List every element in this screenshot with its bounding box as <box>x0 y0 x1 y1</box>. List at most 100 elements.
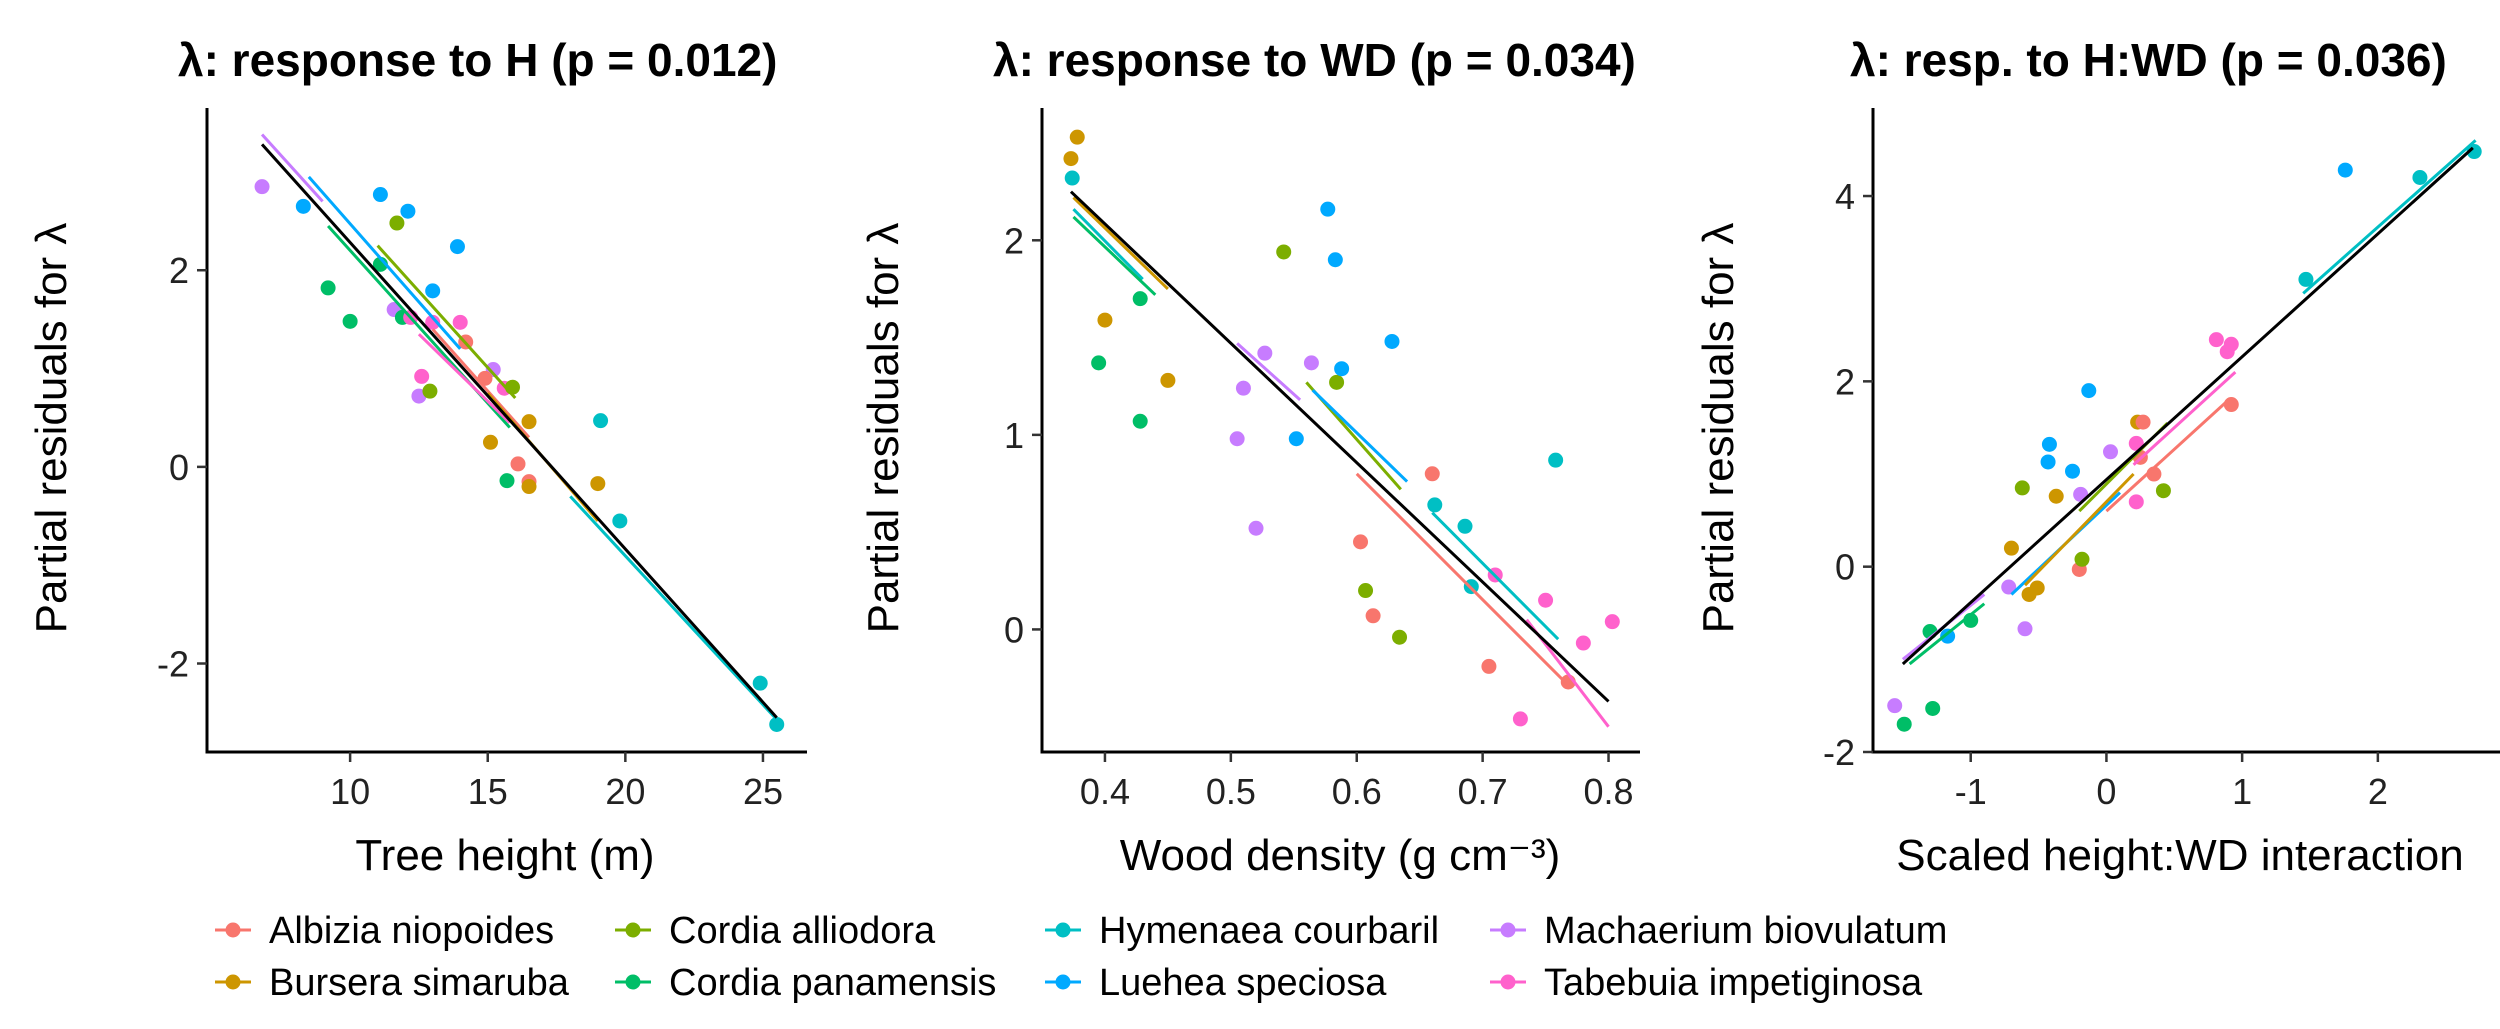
legend-item: Bursera simaruba <box>215 962 570 1004</box>
species-fit-line <box>1311 389 1409 483</box>
data-point <box>1334 361 1350 377</box>
species-fit-line <box>1355 472 1572 689</box>
data-point <box>2001 579 2017 595</box>
data-point <box>1604 614 1620 630</box>
data-point <box>1160 372 1176 388</box>
legend-label: Tabebuia impetiginosa <box>1544 962 1923 1004</box>
data-point <box>2128 435 2144 451</box>
data-point <box>1925 700 1941 716</box>
data-point <box>449 239 465 255</box>
data-point <box>1538 592 1554 608</box>
species-fit-line <box>2132 370 2237 466</box>
data-point <box>2128 494 2144 510</box>
x-tick-label: -1 <box>1955 771 1987 812</box>
data-point <box>452 314 468 330</box>
data-point <box>2208 332 2224 348</box>
data-point <box>1091 355 1107 371</box>
data-point <box>1276 244 1292 260</box>
legend-item: Luehea speciosa <box>1045 962 1387 1004</box>
data-point <box>295 198 311 214</box>
species-fit-line <box>1072 196 1169 291</box>
data-point <box>2466 144 2482 160</box>
x-tick-label: 0.6 <box>1332 771 1382 812</box>
legend-key-point <box>1500 922 1516 938</box>
data-point <box>752 675 768 691</box>
data-point <box>254 179 270 195</box>
panel-title: λ: resp. to H:WD (p = 0.036) <box>1850 34 2447 86</box>
legend-label: Cordia panamensis <box>669 962 996 1004</box>
data-point <box>2029 580 2045 596</box>
data-point <box>2074 551 2090 567</box>
y-tick-label: 0 <box>169 447 189 488</box>
data-point <box>1097 312 1113 328</box>
species-fit-line <box>1908 602 1986 666</box>
y-tick-label: 4 <box>1835 176 1855 217</box>
data-point <box>1288 431 1304 447</box>
data-point <box>1063 151 1079 167</box>
legend-label: Machaerium biovulatum <box>1544 910 1947 952</box>
x-tick-label: 2 <box>2368 771 2388 812</box>
data-point <box>499 473 515 489</box>
data-point <box>1887 698 1903 714</box>
y-axis-label: Partial residuals for λ <box>27 223 76 634</box>
data-point <box>612 513 628 529</box>
data-point <box>1229 431 1245 447</box>
y-tick-label: 0 <box>1004 609 1024 650</box>
x-tick-label: 0 <box>2096 771 2116 812</box>
legend-key-point <box>225 922 241 938</box>
panel-title: λ: response to WD (p = 0.034) <box>993 34 1636 86</box>
data-point <box>1427 497 1443 513</box>
data-point <box>1384 333 1400 349</box>
data-point <box>1329 374 1345 390</box>
species-fit-line <box>1072 215 1157 296</box>
x-axis-label: Tree height (m) <box>355 831 654 880</box>
data-point <box>1392 629 1408 645</box>
data-point <box>2065 463 2080 479</box>
legend-item: Albizia niopoides <box>215 910 554 952</box>
legend-key-point <box>225 974 241 990</box>
y-tick-label: 0 <box>1835 547 1855 588</box>
data-point <box>769 716 785 732</box>
data-point <box>414 368 430 384</box>
data-point <box>2223 336 2239 352</box>
species-fit-line <box>431 328 531 439</box>
legend-key-point <box>1055 922 1071 938</box>
data-point <box>2223 397 2239 413</box>
data-point <box>1327 252 1343 268</box>
data-point <box>2412 169 2428 185</box>
data-point <box>2103 444 2118 460</box>
data-point <box>1303 355 1319 371</box>
legend-item: Hymenaea courbaril <box>1045 910 1439 952</box>
panel-height: λ: response to H (p = 0.012) Tree height… <box>27 34 807 880</box>
y-tick-label: 2 <box>1835 361 1855 402</box>
legend-label: Hymenaea courbaril <box>1099 910 1439 952</box>
species-fit-line <box>307 175 462 350</box>
x-tick-label: 0.4 <box>1080 771 1130 812</box>
species-fit-line <box>2023 472 2135 587</box>
y-tick-label: 2 <box>1004 220 1024 261</box>
legend-item: Tabebuia impetiginosa <box>1490 962 1923 1004</box>
data-point <box>521 414 537 430</box>
y-tick-label: -2 <box>1823 732 1855 773</box>
legend-item: Cordia alliodora <box>615 910 936 952</box>
data-point <box>1896 716 1912 732</box>
y-tick-label: 2 <box>169 250 189 291</box>
x-tick-label: 0.7 <box>1458 771 1508 812</box>
data-point <box>2041 436 2057 452</box>
data-point <box>389 215 405 231</box>
legend-label: Albizia niopoides <box>269 910 554 952</box>
legend-item: Machaerium biovulatum <box>1490 910 1947 952</box>
x-tick-label: 1 <box>2232 771 2252 812</box>
y-tick-label: -2 <box>157 644 189 685</box>
data-point <box>1353 534 1369 550</box>
data-point <box>593 413 609 429</box>
species-fit-line <box>2105 398 2230 513</box>
legend: Albizia niopoides Cordia alliodora Hymenae… <box>215 910 1947 1004</box>
species-fit-line <box>1072 208 1144 281</box>
data-point <box>510 456 526 472</box>
overall-fit-line <box>260 143 778 719</box>
data-point <box>1069 129 1085 145</box>
data-point <box>2048 488 2064 504</box>
data-point <box>342 313 358 329</box>
data-point <box>2081 383 2097 399</box>
